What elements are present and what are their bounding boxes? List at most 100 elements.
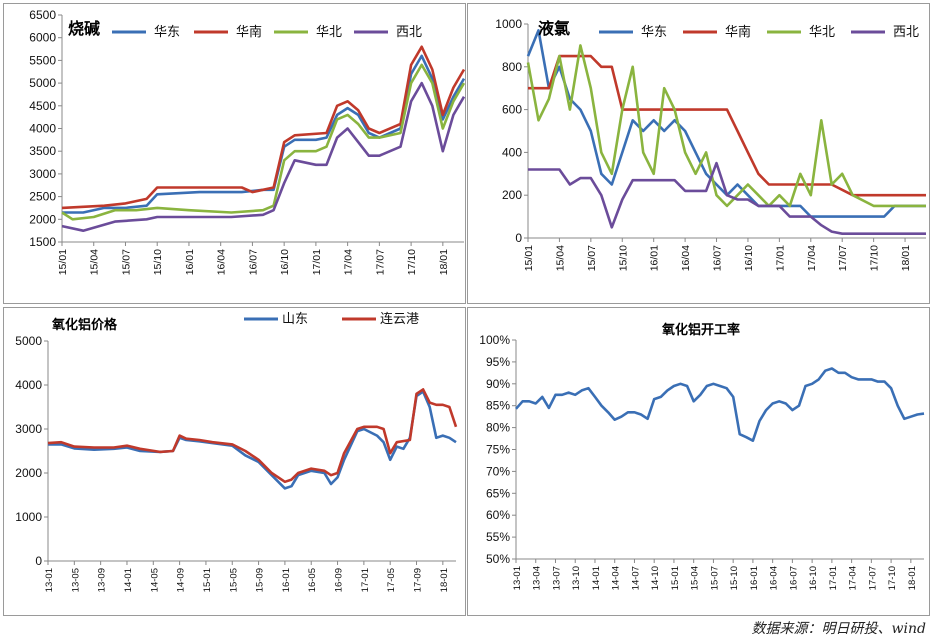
caustic-soda-chart-panel: 1500 2000 2500 3000 3500 4000 4500 5000 5500 6000… bbox=[3, 3, 466, 304]
legend-label: 华北 bbox=[809, 25, 835, 40]
x-tick-label: 16/07 bbox=[712, 245, 724, 271]
y-tick-label: 5000 bbox=[29, 76, 56, 90]
x-tick-label: 18/01 bbox=[438, 249, 450, 275]
y-tick-label: 2000 bbox=[15, 466, 42, 480]
x-tick-label: 14-01 bbox=[123, 568, 134, 592]
x-tick-label: 15-01 bbox=[670, 566, 681, 590]
y-tick-label: 3000 bbox=[15, 422, 42, 436]
x-tick-label: 17-01 bbox=[828, 566, 839, 590]
series-line bbox=[47, 388, 458, 484]
series-line bbox=[62, 54, 466, 214]
x-tick-label: 18-01 bbox=[439, 568, 450, 592]
y-tick-label: 1500 bbox=[29, 235, 56, 249]
x-tick-label: 14-07 bbox=[630, 566, 641, 590]
series-line bbox=[528, 161, 926, 235]
x-tick-label: 16/10 bbox=[743, 245, 755, 271]
x-tick-label: 16/01 bbox=[649, 245, 661, 271]
x-tick-label: 15-01 bbox=[202, 568, 213, 592]
y-tick-label: 1000 bbox=[495, 17, 522, 31]
data-source-note: 数据来源：明日研投、wind bbox=[751, 621, 926, 637]
chart-title: 氧化铝开工率 bbox=[661, 322, 740, 338]
y-tick-label: 3500 bbox=[29, 144, 56, 158]
y-tick-label: 1000 bbox=[15, 510, 42, 524]
series-line bbox=[61, 63, 466, 221]
x-tick-label: 15/07 bbox=[120, 249, 132, 275]
x-tick-label: 15/04 bbox=[89, 249, 101, 275]
y-tick-label: 90% bbox=[486, 377, 510, 391]
x-tick-label: 17/04 bbox=[343, 249, 355, 275]
x-tick-label: 13-09 bbox=[97, 568, 108, 592]
liquid-chlorine-chart: 0 200 400 600 800 1000 15/01 15/04 15/07 15/10 16/… bbox=[495, 17, 926, 271]
x-tick-label: 17/01 bbox=[311, 249, 323, 275]
legend-label: 西北 bbox=[893, 25, 919, 40]
y-tick-label: 2000 bbox=[29, 212, 56, 226]
x-tick-label: 15/10 bbox=[617, 245, 629, 271]
x-tick-label: 17-09 bbox=[413, 568, 424, 592]
y-tick-label: 50% bbox=[486, 552, 510, 566]
series-line bbox=[61, 81, 466, 232]
series-line bbox=[526, 44, 926, 208]
x-tick-label: 14-05 bbox=[149, 568, 160, 592]
x-tick-label: 17/07 bbox=[374, 249, 386, 275]
x-tick-label: 18/01 bbox=[900, 245, 912, 271]
x-tick-label: 14-01 bbox=[591, 566, 602, 590]
legend-label: 华南 bbox=[725, 24, 751, 40]
x-tick-label: 17/01 bbox=[774, 245, 786, 271]
y-tick-label: 80% bbox=[486, 421, 510, 435]
x-tick-label: 13-10 bbox=[571, 566, 582, 590]
y-tick-label: 65% bbox=[486, 486, 510, 500]
x-tick-label: 15-04 bbox=[690, 566, 701, 590]
x-tick-label: 16/07 bbox=[247, 249, 259, 275]
y-tick-label: 4000 bbox=[15, 378, 42, 392]
y-tick-label: 200 bbox=[502, 188, 522, 202]
alumina-utilization-chart: 50% 55% 60% 65% 70% 75% 80% 85% 90% 95% 100% 13-01 1… bbox=[479, 322, 925, 590]
legend-label: 连云港 bbox=[380, 311, 419, 327]
x-tick-label: 15/01 bbox=[57, 249, 69, 275]
x-tick-label: 17-01 bbox=[360, 568, 371, 592]
x-tick-label: 17-07 bbox=[867, 566, 878, 590]
x-tick-label: 15/01 bbox=[523, 245, 535, 271]
x-tick-label: 16/10 bbox=[279, 249, 291, 275]
x-tick-label: 16-09 bbox=[334, 568, 345, 592]
x-tick-label: 15/07 bbox=[586, 245, 598, 271]
x-tick-label: 17-10 bbox=[887, 566, 898, 590]
y-tick-label: 55% bbox=[486, 530, 510, 544]
x-tick-label: 14-04 bbox=[611, 566, 622, 590]
y-tick-label: 4500 bbox=[29, 99, 56, 113]
x-tick-label: 14-09 bbox=[176, 568, 187, 592]
series-line bbox=[526, 29, 926, 218]
x-tick-label: 16-01 bbox=[281, 568, 292, 592]
legend-label: 华东 bbox=[154, 25, 180, 40]
chart-title: 液氯 bbox=[538, 19, 570, 38]
x-tick-label: 16/04 bbox=[216, 249, 228, 275]
x-tick-label: 13-01 bbox=[44, 568, 55, 592]
x-tick-label: 15-10 bbox=[729, 566, 740, 590]
y-tick-label: 70% bbox=[486, 464, 510, 478]
x-tick-label: 13-07 bbox=[551, 566, 562, 590]
x-tick-label: 13-05 bbox=[70, 568, 81, 592]
x-tick-label: 13-01 bbox=[512, 566, 523, 590]
x-tick-label: 16-01 bbox=[749, 566, 760, 590]
y-tick-label: 4000 bbox=[29, 122, 56, 136]
x-tick-label: 16-10 bbox=[808, 566, 819, 590]
y-tick-label: 2500 bbox=[29, 190, 56, 204]
x-tick-label: 15-07 bbox=[709, 566, 720, 590]
alumina-utilization-chart-panel: 50% 55% 60% 65% 70% 75% 80% 85% 90% 95% 100% 13-01 1… bbox=[467, 307, 930, 616]
x-tick-label: 16-05 bbox=[307, 568, 318, 592]
y-tick-label: 5000 bbox=[15, 334, 42, 348]
chart-title: 氧化铝价格 bbox=[51, 317, 118, 333]
x-tick-label: 17-05 bbox=[386, 568, 397, 592]
liquid-chlorine-chart-panel: 0 200 400 600 800 1000 15/01 15/04 15/07 15/10 16/… bbox=[467, 3, 930, 304]
y-tick-label: 0 bbox=[35, 554, 42, 568]
y-tick-label: 85% bbox=[486, 399, 510, 413]
x-tick-label: 17/10 bbox=[869, 245, 881, 271]
legend-label: 西北 bbox=[396, 25, 422, 40]
x-tick-label: 16/01 bbox=[184, 249, 196, 275]
series-line bbox=[61, 45, 466, 210]
series-line bbox=[48, 390, 457, 490]
y-tick-label: 800 bbox=[502, 60, 522, 74]
x-tick-label: 15-09 bbox=[255, 568, 266, 592]
y-tick-label: 0 bbox=[515, 231, 522, 245]
x-tick-label: 15/10 bbox=[152, 249, 164, 275]
